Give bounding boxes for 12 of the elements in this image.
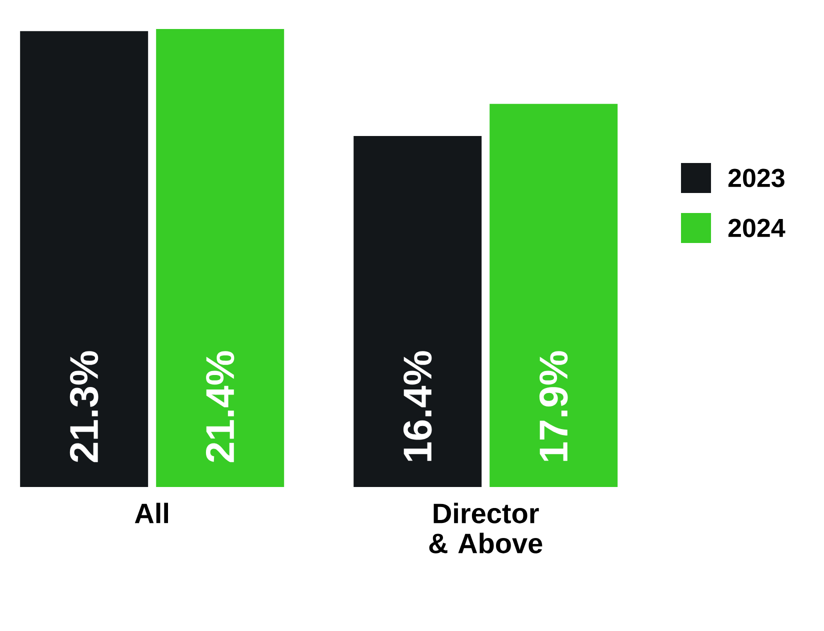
bar	[20, 31, 148, 487]
legend-label: 2024	[728, 218, 786, 238]
bar	[354, 136, 482, 487]
x-tick-label: All	[134, 502, 168, 524]
bar	[490, 104, 618, 487]
legend-label: 2023	[728, 168, 784, 188]
x-tick-label: Director & Above	[429, 502, 542, 554]
data-label: 17.9%	[539, 351, 568, 461]
data-label: 16.4%	[403, 351, 432, 461]
bar	[156, 28, 284, 487]
data-label: 21.4%	[206, 351, 234, 462]
data-label: 21.3%	[70, 351, 98, 462]
